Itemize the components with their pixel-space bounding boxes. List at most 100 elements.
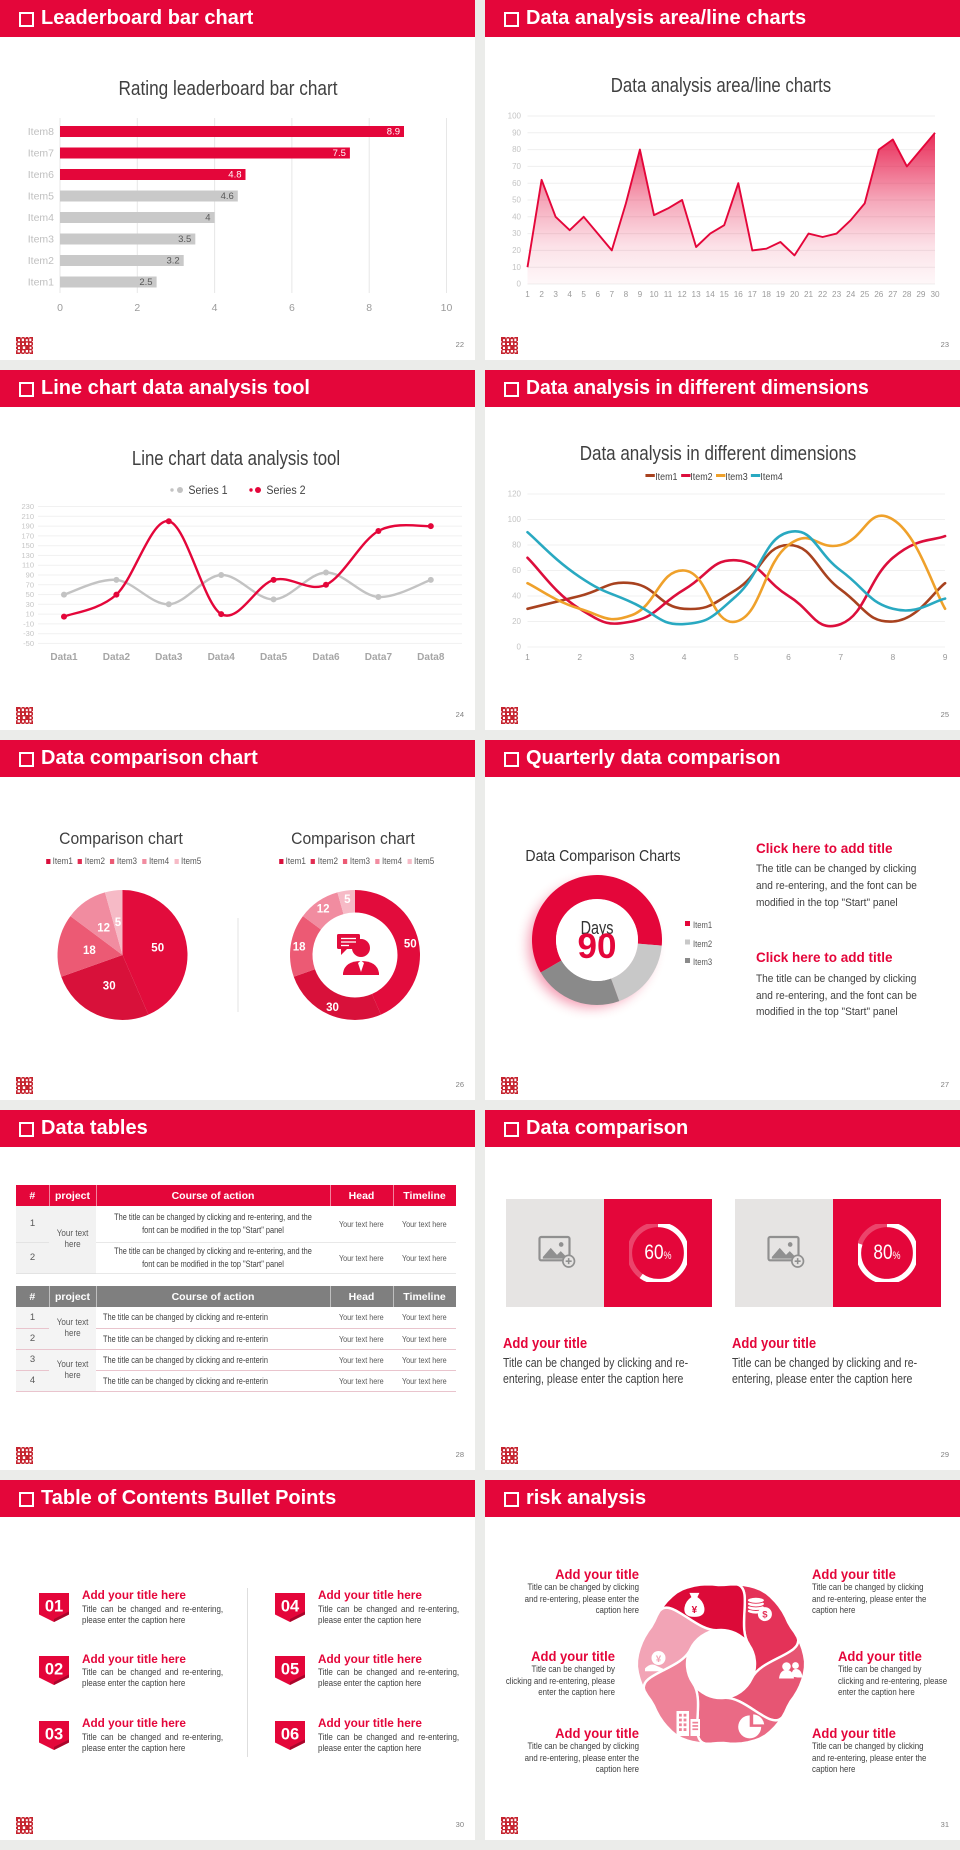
svg-text:30: 30 [326, 1002, 339, 1014]
svg-text:-10: -10 [23, 619, 34, 628]
svg-text:40: 40 [512, 212, 521, 221]
svg-text:Item3: Item3 [28, 233, 54, 245]
svg-text:60: 60 [512, 566, 521, 575]
svg-text:8: 8 [366, 302, 372, 314]
svg-text:2.5: 2.5 [139, 277, 152, 288]
svg-text:4: 4 [212, 302, 218, 314]
svg-text:50: 50 [404, 939, 417, 951]
svg-text:5: 5 [344, 894, 351, 906]
svg-text:9: 9 [943, 652, 948, 662]
svg-text:2: 2 [577, 652, 582, 662]
svg-text:3.2: 3.2 [166, 256, 179, 267]
svg-text:6: 6 [289, 302, 295, 314]
svg-text:170: 170 [21, 531, 34, 540]
svg-text:05: 05 [280, 1661, 298, 1679]
svg-text:50: 50 [26, 590, 34, 599]
svg-text:2: 2 [539, 290, 544, 299]
svg-text:13: 13 [692, 290, 702, 299]
svg-text:4: 4 [682, 652, 687, 662]
svg-text:9: 9 [638, 290, 643, 299]
svg-text:Item7: Item7 [28, 147, 54, 159]
svg-text:5: 5 [115, 917, 122, 929]
svg-text:1: 1 [525, 652, 530, 662]
svg-text:Data3: Data3 [155, 652, 183, 663]
svg-text:02: 02 [45, 1661, 63, 1679]
svg-text:70: 70 [512, 162, 521, 171]
svg-text:10: 10 [512, 263, 521, 272]
svg-text:5: 5 [581, 290, 586, 299]
svg-text:¥: ¥ [692, 1605, 698, 1616]
svg-text:0: 0 [517, 280, 522, 289]
svg-text:10: 10 [26, 610, 34, 619]
svg-text:210: 210 [21, 512, 34, 521]
svg-text:Item5: Item5 [28, 190, 54, 202]
svg-text:01: 01 [45, 1597, 63, 1615]
svg-text:8.9: 8.9 [387, 127, 400, 138]
svg-text:Item2: Item2 [28, 255, 54, 267]
svg-text:Data5: Data5 [260, 652, 288, 663]
svg-text:4: 4 [567, 290, 572, 299]
svg-text:7: 7 [838, 652, 843, 662]
svg-text:0: 0 [57, 302, 63, 314]
svg-text:18: 18 [293, 942, 306, 954]
svg-text:18: 18 [83, 945, 96, 957]
svg-text:2: 2 [134, 302, 140, 314]
svg-text:60: 60 [512, 179, 521, 188]
svg-text:90: 90 [26, 571, 34, 580]
svg-text:Data7: Data7 [365, 652, 393, 663]
svg-text:7.5: 7.5 [333, 148, 346, 159]
svg-text:Item1: Item1 [28, 276, 54, 288]
svg-text:6: 6 [596, 290, 601, 299]
svg-text:40: 40 [512, 592, 521, 601]
svg-text:21: 21 [804, 290, 814, 299]
svg-text:12: 12 [678, 290, 688, 299]
svg-text:Data2: Data2 [103, 652, 131, 663]
svg-text:8: 8 [891, 652, 896, 662]
svg-text:100: 100 [508, 515, 522, 524]
svg-text:Data1: Data1 [50, 652, 78, 663]
svg-text:120: 120 [508, 490, 522, 499]
svg-text:-30: -30 [23, 629, 34, 638]
svg-text:110: 110 [22, 561, 34, 570]
svg-text:29: 29 [916, 290, 926, 299]
svg-text:17: 17 [748, 290, 758, 299]
svg-text:3.5: 3.5 [178, 234, 191, 245]
svg-text:14: 14 [706, 290, 716, 299]
svg-text:12: 12 [97, 922, 110, 934]
svg-text:30: 30 [512, 229, 521, 238]
svg-text:Item4: Item4 [28, 212, 54, 224]
svg-text:190: 190 [21, 522, 34, 531]
svg-text:150: 150 [21, 541, 34, 550]
svg-text:90: 90 [512, 128, 521, 137]
svg-text:4.6: 4.6 [221, 191, 234, 202]
svg-text:6: 6 [786, 652, 791, 662]
svg-text:11: 11 [664, 290, 673, 299]
svg-text:5: 5 [734, 652, 739, 662]
svg-text:20: 20 [512, 617, 521, 626]
svg-text:Item6: Item6 [28, 169, 54, 181]
svg-text:70: 70 [26, 580, 34, 589]
svg-text:18: 18 [762, 290, 772, 299]
svg-text:15: 15 [720, 290, 730, 299]
svg-text:100: 100 [508, 112, 522, 121]
svg-text:30: 30 [26, 600, 34, 609]
svg-text:19: 19 [776, 290, 786, 299]
svg-text:28: 28 [902, 290, 912, 299]
svg-text:12: 12 [317, 903, 330, 915]
svg-text:23: 23 [832, 290, 842, 299]
svg-text:4.8: 4.8 [228, 170, 241, 181]
svg-text:26: 26 [874, 290, 884, 299]
svg-text:16: 16 [734, 290, 744, 299]
svg-text:230: 230 [21, 502, 34, 511]
svg-text:1: 1 [525, 290, 530, 299]
svg-text:30: 30 [103, 981, 116, 993]
svg-text:0: 0 [517, 643, 522, 652]
svg-text:06: 06 [280, 1725, 298, 1743]
svg-text:Data4: Data4 [208, 652, 236, 663]
svg-text:04: 04 [280, 1597, 299, 1615]
svg-text:03: 03 [45, 1725, 63, 1743]
svg-text:4: 4 [205, 213, 210, 224]
svg-text:50: 50 [512, 196, 521, 205]
svg-text:25: 25 [860, 290, 870, 299]
svg-text:24: 24 [846, 290, 856, 299]
